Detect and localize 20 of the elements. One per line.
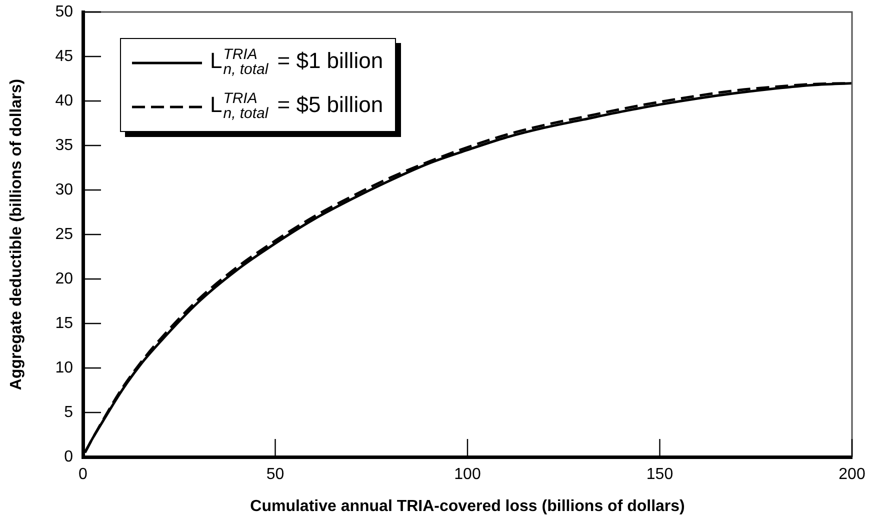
y-tick-label: 30 — [55, 181, 74, 198]
y-tick-label: 35 — [55, 136, 74, 154]
y-tick-label: 45 — [55, 48, 74, 65]
y-tick-label: 10 — [55, 359, 74, 376]
y-axis-title: Aggregate deductible (billions of dollars) — [8, 78, 26, 390]
x-tick-label: 150 — [646, 466, 674, 484]
y-tick-label: 40 — [55, 92, 74, 110]
x-tick-label: 0 — [78, 466, 88, 484]
y-tick-label: 50 — [55, 3, 74, 20]
y-tick-label: 20 — [55, 270, 74, 288]
x-tick-label: 50 — [266, 466, 284, 484]
y-tick-label: 5 — [64, 404, 74, 421]
x-axis-title: Cumulative annual TRIA-covered loss (billions of dollars) — [250, 498, 685, 515]
y-tick-label: 0 — [64, 448, 74, 466]
y-tick-label: 15 — [55, 314, 74, 332]
y-tick-label: 25 — [55, 226, 74, 243]
x-tick-label: 200 — [838, 466, 866, 484]
x-tick-label: 100 — [454, 466, 481, 484]
legend-label: L$^{TRIA}$$_{n, total}$ = $5 billion — [210, 90, 384, 122]
legend-label: L$^{TRIA}$$_{n, total}$ = $1 billion — [210, 46, 384, 78]
